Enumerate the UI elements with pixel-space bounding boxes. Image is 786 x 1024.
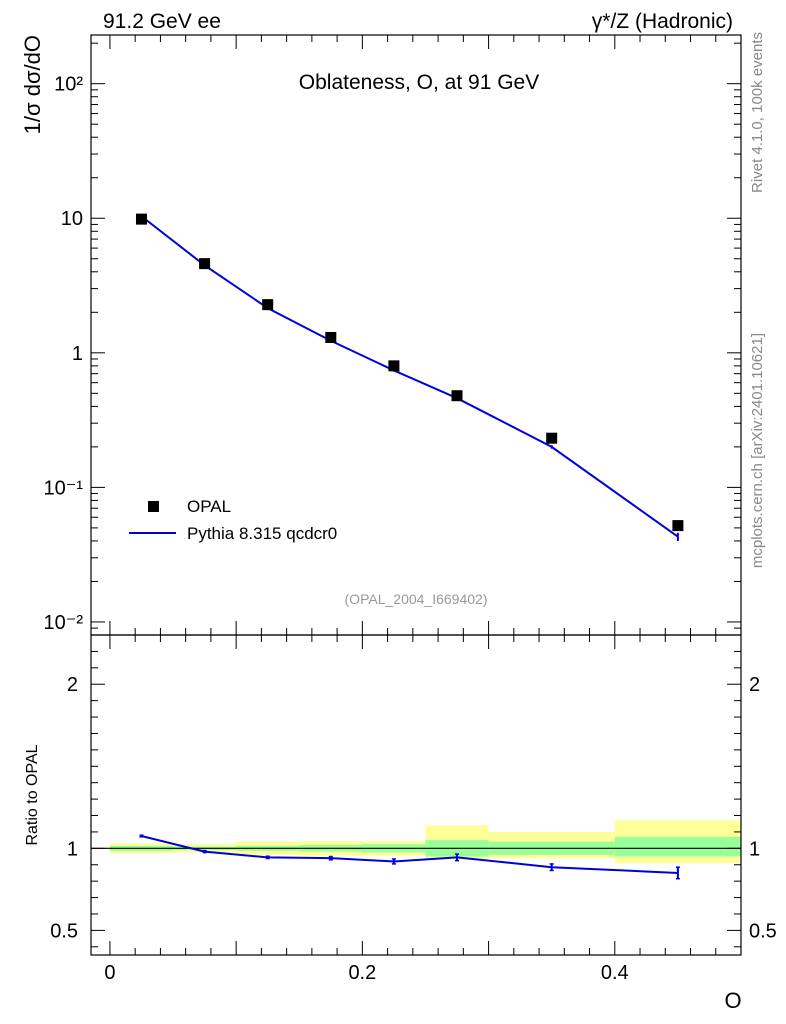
data-point [672, 520, 684, 532]
ratio-y-tick-label: 2 [67, 674, 78, 696]
ratio-band-inner [614, 836, 741, 857]
ratio-y-tick-label: 1 [67, 838, 78, 860]
mc-series [140, 215, 679, 541]
mcplots-label: mcplots.cern.ch [arXiv:2401.10621] [749, 333, 766, 568]
x-tick-label: 0.4 [601, 962, 629, 984]
legend-mc-label: Pythia 8.315 qcdcr0 [187, 524, 337, 543]
x-tick-label: 0 [104, 962, 115, 984]
main-y-tick-label: 1 [72, 343, 83, 365]
x-axis-label: O [724, 988, 741, 1013]
main-y-tick-label: 10 [61, 208, 83, 230]
process-label: γ*/Z (Hadronic) [592, 10, 733, 33]
ratio-y-ticks [91, 634, 741, 948]
data-point [135, 213, 147, 225]
energy-label: 91.2 GeV ee [103, 10, 221, 33]
ratio-uncertainty-bands [109, 820, 741, 864]
x-tick-label: 0.2 [348, 962, 376, 984]
main-y-ticks [91, 42, 741, 636]
ratio-y-tick-labels-right: 0.5 1 2 [749, 674, 777, 942]
ratio-panel: 0.5 1 2 0.5 1 2 0 0.2 0.4 Ratio to OPAL O [24, 634, 777, 1013]
ratio-x-ticks [109, 635, 742, 955]
ratio-x-tick-labels: 0 0.2 0.4 [104, 962, 628, 984]
ratio-y-tick-label-right: 1 [749, 838, 760, 860]
ratio-y-axis-label: Ratio to OPAL [24, 744, 41, 845]
data-point [451, 390, 463, 402]
data-point [388, 360, 400, 372]
data-point [199, 258, 211, 270]
data-series [135, 213, 684, 532]
main-x-ticks [109, 35, 742, 635]
rivet-version-label: Rivet 4.1.0, 100k events [749, 32, 766, 193]
data-point [546, 432, 558, 444]
ratio-mc-line [141, 835, 678, 874]
main-chart-title: Oblateness, O, at 91 GeV [299, 71, 539, 94]
ratio-y-tick-label: 0.5 [50, 920, 78, 942]
data-point [262, 299, 274, 311]
analysis-id-label: (OPAL_2004_I669402) [345, 591, 488, 607]
ratio-mc-series [139, 834, 680, 880]
main-y-tick-label: 10² [54, 74, 83, 96]
main-plot-frame [90, 34, 742, 636]
ratio-y-tick-label-right: 2 [749, 674, 760, 696]
legend-opal-label: OPAL [187, 497, 231, 516]
ratio-plot-frame [90, 634, 742, 956]
main-y-tick-labels: 10⁻² 10⁻¹ 1 10 10² [44, 74, 84, 634]
ratio-y-tick-label-right: 0.5 [749, 920, 777, 942]
main-y-tick-label: 10⁻² [44, 612, 84, 634]
legend-opal-marker [148, 501, 159, 512]
ratio-y-tick-labels-left: 0.5 1 2 [50, 674, 78, 942]
mc-line [140, 215, 679, 538]
data-point [325, 331, 337, 343]
main-y-tick-label: 10⁻¹ [44, 477, 84, 499]
main-y-axis-label: 1/σ dσ/dO [20, 35, 45, 134]
legend: OPAL Pythia 8.315 qcdcr0 [129, 497, 337, 543]
